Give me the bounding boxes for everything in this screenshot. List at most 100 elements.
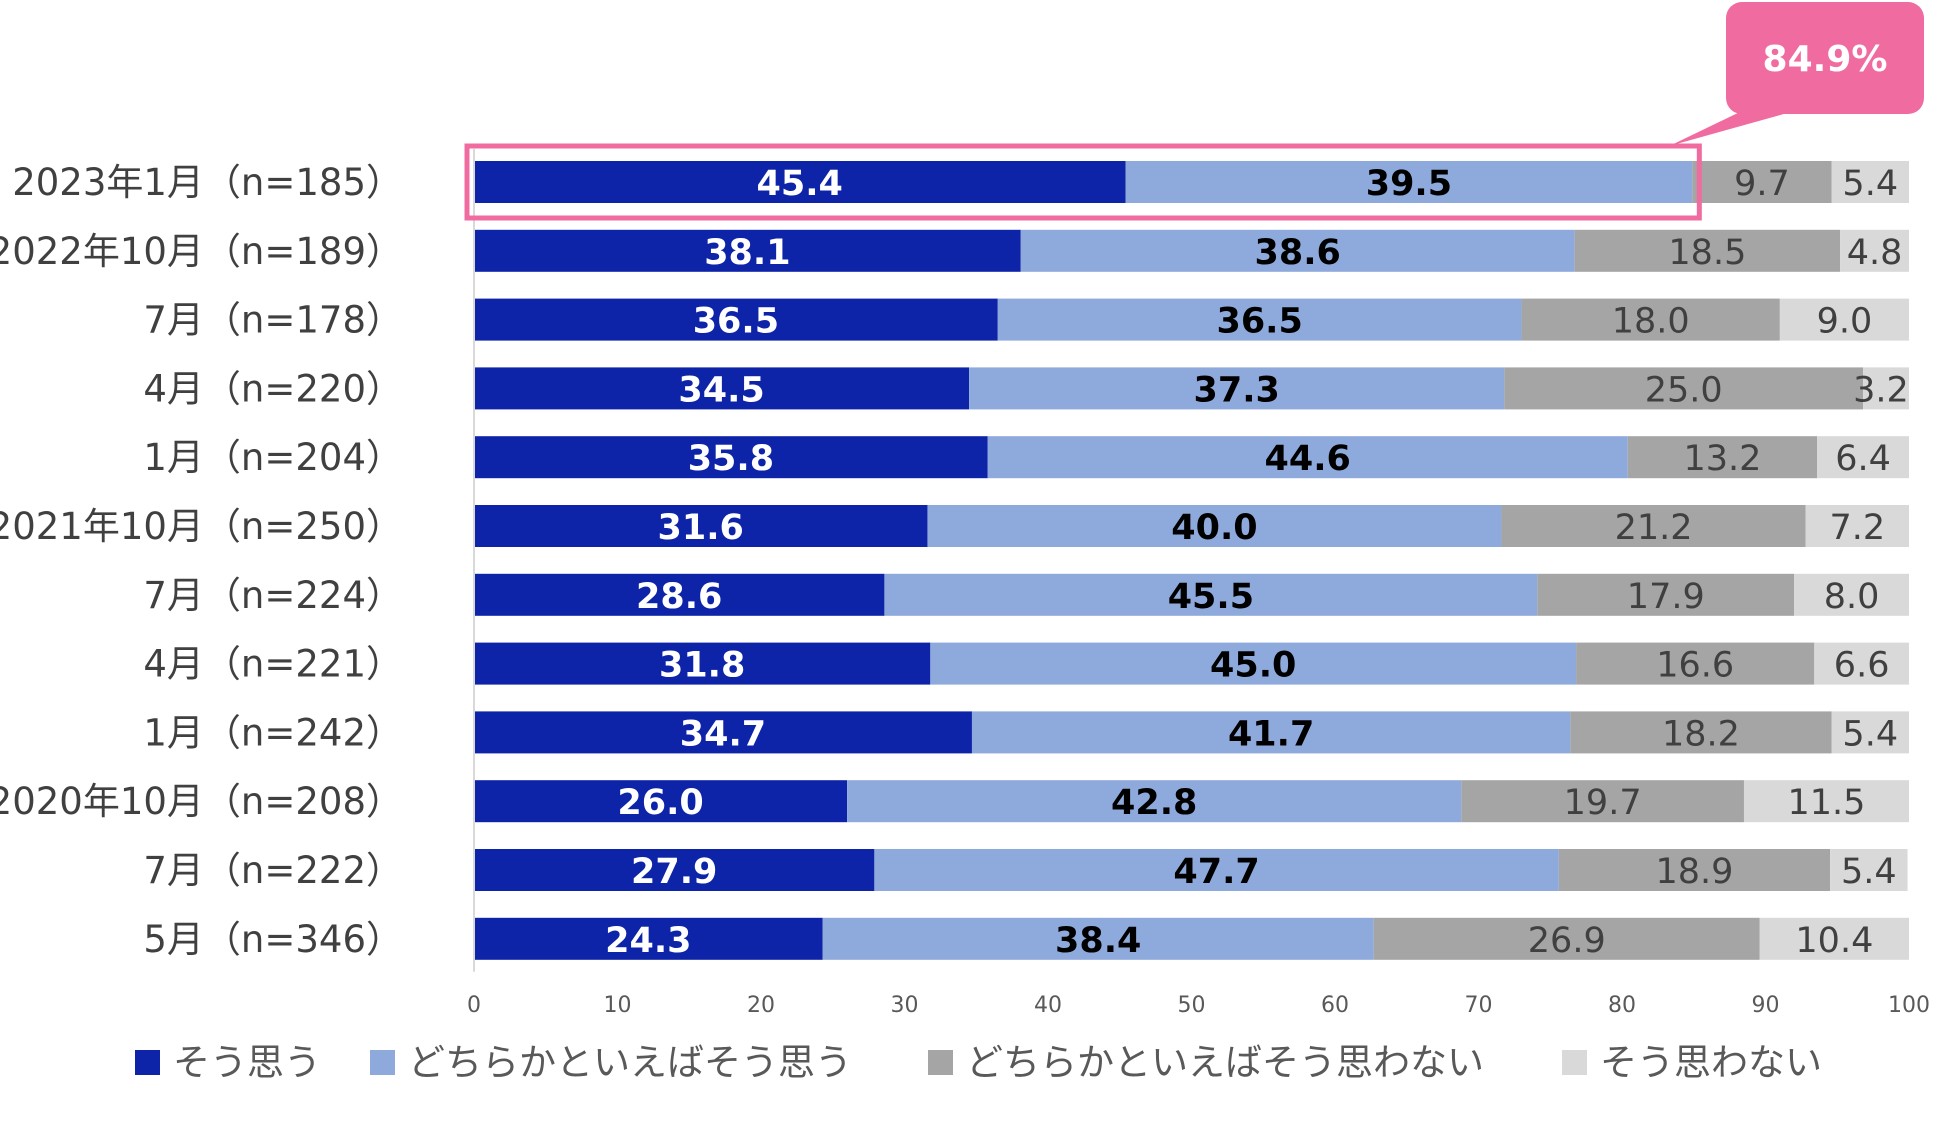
data-label: 31.8 (659, 646, 745, 686)
bar-segment (1537, 573, 1795, 616)
data-label: 25.0 (1645, 370, 1723, 410)
legend-swatch (1562, 1050, 1587, 1075)
x-tick-label: 0 (467, 993, 481, 1018)
bar-segment (474, 711, 972, 754)
data-label: 45.0 (1210, 646, 1296, 686)
bar-segment (1125, 161, 1693, 203)
data-label: 11.5 (1788, 783, 1866, 823)
callout-pointer (1669, 110, 1798, 146)
data-label: 5.4 (1842, 164, 1898, 204)
category-label: 2023年1月（n=185） (12, 161, 403, 204)
data-label: 17.9 (1627, 577, 1705, 617)
data-label: 41.7 (1228, 714, 1314, 754)
bar-segment (874, 849, 1559, 891)
bar-segment (822, 917, 1374, 960)
category-label: 7月（n=224） (143, 574, 403, 617)
legend-label: どちらかといえばそう思わない (966, 1041, 1484, 1084)
x-tick-label: 90 (1752, 993, 1780, 1018)
bar-segment (1692, 161, 1832, 203)
x-tick-label: 10 (604, 993, 632, 1018)
bar-segment (474, 161, 1126, 203)
x-tick-label: 60 (1321, 993, 1349, 1018)
bar-segment (1831, 161, 1909, 203)
bar-segment (1794, 573, 1909, 616)
data-label: 31.6 (658, 508, 744, 548)
bar-segment (1504, 367, 1864, 410)
data-label: 38.1 (704, 233, 790, 273)
bar-segment (1373, 917, 1760, 960)
bar-segment (1743, 780, 1909, 823)
bar-segment (930, 642, 1577, 685)
bar-segment (1805, 505, 1909, 547)
bar-segment (1831, 711, 1909, 754)
highlight-box (464, 143, 1702, 221)
category-label: 5月（n=346） (143, 918, 403, 961)
bar-segment (1461, 780, 1744, 823)
category-label: 1月（n=242） (143, 711, 403, 754)
legend-swatch (135, 1050, 160, 1075)
data-label: 9.7 (1734, 164, 1790, 204)
bar-segment (997, 298, 1522, 341)
bar-segment (474, 505, 928, 547)
bar-segment (1830, 849, 1908, 891)
data-label: 47.7 (1173, 852, 1259, 892)
bar-segment (1627, 436, 1818, 479)
data-label: 19.7 (1564, 783, 1642, 823)
data-label: 37.3 (1194, 370, 1280, 410)
bar-segment (474, 229, 1021, 272)
data-label: 38.4 (1055, 921, 1141, 961)
bar-segment (969, 367, 1505, 410)
data-label: 34.5 (678, 370, 764, 410)
category-label: 2020年10月（n=208） (0, 780, 403, 823)
bar-segment (474, 573, 885, 616)
bar-segment (1020, 229, 1575, 272)
data-label: 42.8 (1111, 783, 1197, 823)
bar-segment (987, 436, 1628, 479)
category-label: 7月（n=178） (143, 299, 403, 342)
bar-segment (847, 780, 1462, 823)
data-label: 13.2 (1683, 439, 1761, 479)
bar-segment (1501, 505, 1806, 547)
bar-segment (474, 917, 823, 960)
bar-segment (474, 298, 998, 341)
legend: そう思う どちらかといえばそう思う どちらかといえばそう思わない そう思わない (135, 1041, 1822, 1084)
annotation-layer: 84.9% (464, 2, 1924, 221)
data-label: 10.4 (1795, 921, 1873, 961)
data-label: 26.0 (617, 783, 703, 823)
bar-segment (1574, 229, 1841, 272)
category-label: 1月（n=204） (143, 436, 403, 479)
bar-segment (1759, 917, 1909, 960)
bar-segment (1817, 436, 1909, 479)
bar-segment (1840, 229, 1909, 272)
data-label: 38.6 (1255, 233, 1341, 273)
legend-label: どちらかといえばそう思う (408, 1041, 852, 1084)
data-label: 5.4 (1842, 714, 1898, 754)
data-label: 18.2 (1662, 714, 1740, 754)
x-tick-label: 40 (1034, 993, 1062, 1018)
bar-segment (884, 573, 1538, 616)
value-labels-layer: 45.4 39.5 9.7 5.4 38.1 38.6 18.5 4.8 36.5 36.5 18.… (605, 164, 1909, 961)
bar-segment (971, 711, 1571, 754)
data-label: 7.2 (1830, 508, 1886, 548)
data-label: 27.9 (631, 852, 717, 892)
data-label: 35.8 (688, 439, 774, 479)
data-label: 36.5 (1216, 302, 1302, 342)
data-label: 8.0 (1824, 577, 1880, 617)
legend-swatch (370, 1050, 395, 1075)
x-axis: 0 10 20 30 40 50 60 70 80 90 100 (467, 149, 1930, 1018)
legend-swatch (928, 1050, 953, 1075)
callout-bubble (1726, 2, 1924, 114)
data-label: 44.6 (1265, 439, 1351, 479)
bar-segment (1863, 367, 1909, 410)
data-label: 18.9 (1656, 852, 1734, 892)
data-label: 40.0 (1171, 508, 1257, 548)
bar-segment (1779, 298, 1909, 341)
bar-segment (474, 849, 875, 891)
bar-segment (474, 367, 970, 410)
data-label: 6.4 (1835, 439, 1891, 479)
data-label: 6.6 (1834, 646, 1890, 686)
bar-segment (1558, 849, 1831, 891)
x-tick-label: 30 (891, 993, 919, 1018)
x-tick-label: 100 (1888, 993, 1930, 1018)
